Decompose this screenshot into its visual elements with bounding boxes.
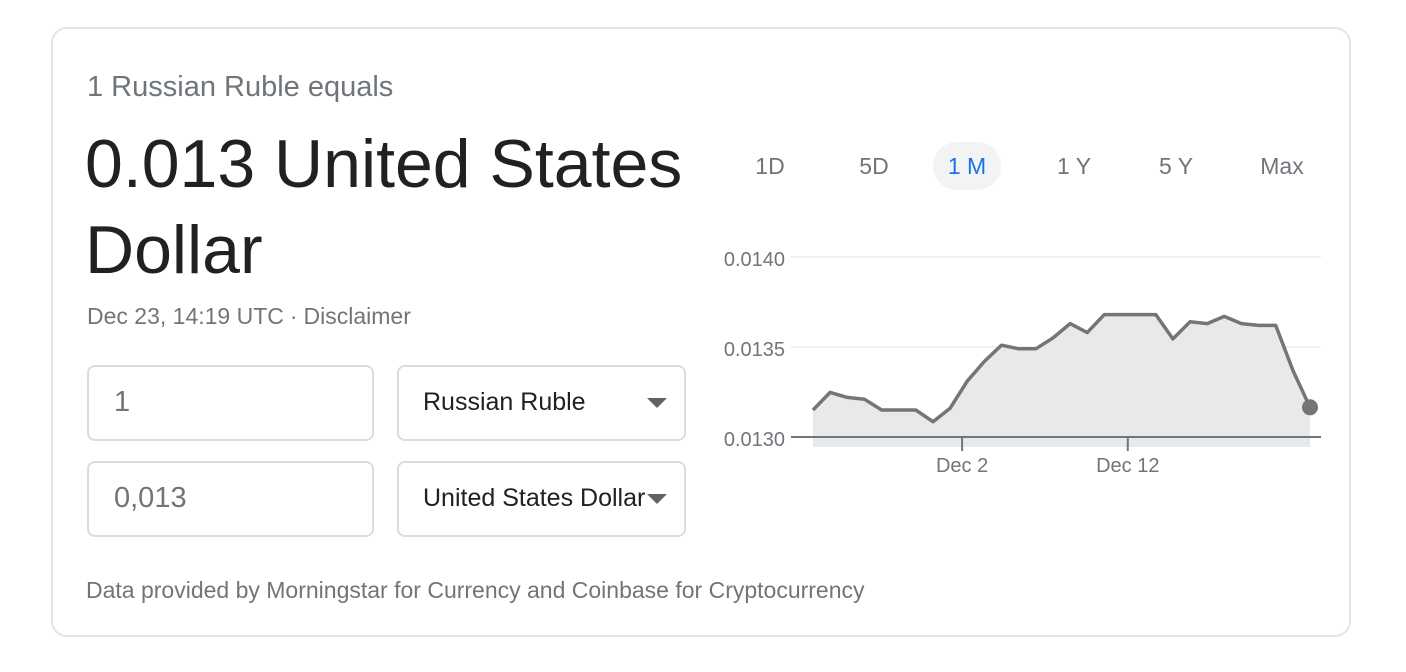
tab-1m[interactable]: 1 M [933, 142, 1001, 190]
range-tabs: 1D 5D 1 M 1 Y 5 Y Max [713, 142, 1333, 190]
from-amount-value: 1 [114, 386, 131, 418]
y-tick-label: 0.0130 [724, 429, 785, 451]
y-axis-labels: 0.0140 0.0135 0.0130 [724, 249, 785, 451]
data-source-footer: Data provided by Morningstar for Currenc… [86, 577, 865, 603]
tab-1y[interactable]: 1 Y [1056, 153, 1092, 179]
conversion-lead-text: 1 Russian Ruble equals [87, 71, 394, 103]
separator-dot: · [289, 303, 298, 329]
conversion-result: 0.013 United States Dollar [85, 126, 683, 288]
to-currency-value: United States Dollar [423, 484, 646, 512]
rate-line [811, 312, 1312, 424]
to-amount-value: 0,013 [114, 482, 187, 514]
to-amount-input[interactable]: 0,013 [87, 461, 374, 537]
to-currency-select[interactable]: United States Dollar [397, 461, 686, 537]
y-tick-label: 0.0135 [724, 339, 785, 361]
tab-max[interactable]: Max [1260, 153, 1304, 179]
x-axis-labels: Dec 2 Dec 12 [936, 455, 1159, 477]
from-currency-select[interactable]: Russian Ruble [397, 365, 686, 441]
rate-timestamp-line: Dec 23, 14:19 UTC · Disclaimer [87, 303, 411, 330]
from-amount-input[interactable]: 1 [87, 365, 374, 441]
x-tick-label: Dec 12 [1096, 455, 1159, 477]
chevron-down-icon [647, 494, 667, 504]
tab-5d[interactable]: 5D [859, 153, 889, 179]
latest-rate-point[interactable] [1302, 399, 1318, 416]
from-currency-value: Russian Ruble [423, 388, 586, 416]
exchange-rate-chart: 0.0140 0.0135 0.0130 Dec 2 Dec 12 [724, 249, 1321, 477]
tab-1d[interactable]: 1D [755, 153, 785, 179]
x-axis [791, 436, 1321, 451]
y-tick-label: 0.0140 [724, 249, 785, 271]
rate-area-fill [813, 314, 1310, 447]
disclaimer-link[interactable]: Disclaimer [303, 303, 411, 329]
currency-converter-card: 1 Russian Ruble equals 0.013 United Stat… [51, 27, 1351, 637]
x-tick-label: Dec 2 [936, 455, 988, 477]
chevron-down-icon [647, 398, 667, 408]
rate-timestamp: Dec 23, 14:19 UTC [87, 303, 284, 329]
tab-5y[interactable]: 5 Y [1158, 153, 1194, 179]
